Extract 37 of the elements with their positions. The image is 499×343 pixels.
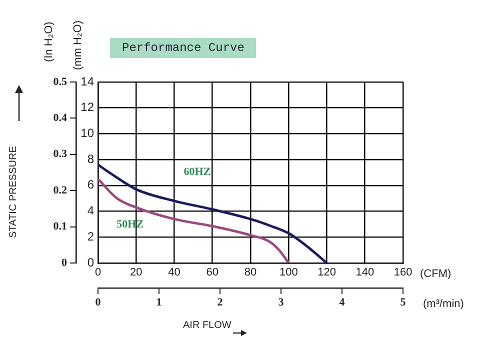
x2-tick-label: 4	[339, 296, 346, 308]
y-tick-label: 4	[87, 204, 94, 218]
y-tick-label: 0	[87, 255, 94, 270]
y-axis-title: (mm H₂O)	[72, 20, 84, 70]
y2-tick-label: 0.3	[53, 148, 68, 160]
x-tick-label: 140	[356, 266, 374, 279]
line-series	[98, 178, 290, 263]
x-tick-label: 60	[206, 266, 218, 279]
y2-tick-label: 0	[62, 256, 68, 269]
x-axis-title: (CFM)	[420, 268, 452, 280]
x2-tick-label: 2	[217, 296, 224, 308]
x2-tick-label: 1	[156, 296, 162, 308]
x2-tick-label: 5	[400, 296, 406, 308]
x-tick-label: 80	[244, 266, 257, 279]
y2-tick-label: 0.1	[53, 220, 67, 233]
y-tick-label: 6	[87, 178, 94, 192]
y2-axis-title: (In H₂O)	[43, 22, 55, 62]
y-tick-label: 10	[80, 126, 94, 140]
text: STATIC PRESSURE	[8, 146, 19, 238]
y-tick-label: 2	[87, 229, 94, 244]
y-tick-label: 14	[80, 74, 94, 88]
x-tick-label: 120	[318, 266, 336, 279]
text: AIR FLOW	[183, 320, 232, 331]
x2-axis-title: (m³/min)	[423, 298, 464, 310]
y2-tick-label: 0.2	[53, 184, 68, 196]
x-tick-label: 100	[279, 266, 298, 279]
x-tick-label: 40	[168, 266, 180, 279]
x-tick-label: 20	[130, 266, 142, 279]
chart-title: Performance Curve	[110, 38, 256, 58]
x2-tick-label: 3	[278, 296, 284, 308]
y-tick-label: 8	[87, 152, 94, 166]
line-series	[98, 163, 328, 263]
y2-tick-label: 0.5	[53, 76, 68, 88]
text: 60HZ	[184, 166, 211, 178]
x-tick-label: 160	[394, 266, 412, 279]
y-tick-label: 12	[80, 100, 94, 114]
y2-tick-label: 0.4	[53, 112, 68, 124]
